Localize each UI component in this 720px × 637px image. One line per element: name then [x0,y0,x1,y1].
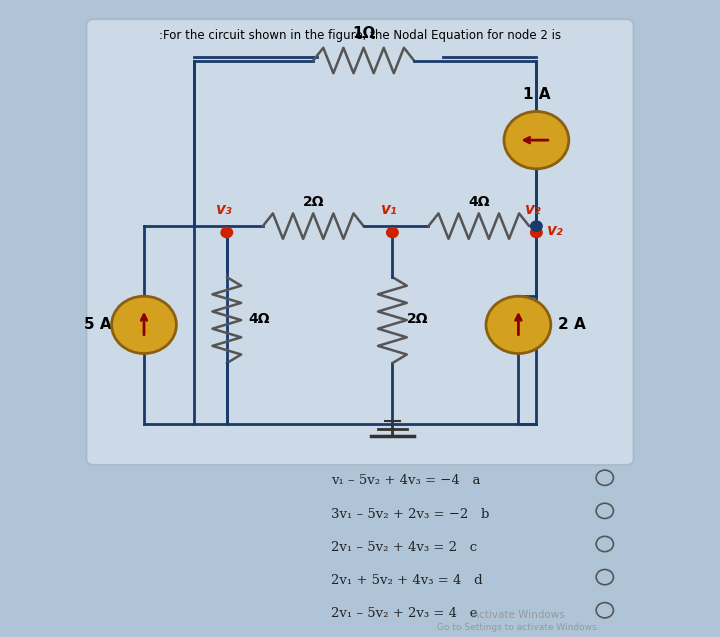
Text: Go to Settings to activate Windows.: Go to Settings to activate Windows. [437,623,600,632]
Circle shape [531,221,542,231]
Text: Activate Windows: Activate Windows [472,610,564,620]
Text: 2 A: 2 A [558,317,586,333]
FancyBboxPatch shape [86,19,634,465]
Circle shape [221,227,233,238]
Text: 2v₁ – 5v₂ + 4v₃ = 2   c: 2v₁ – 5v₂ + 4v₃ = 2 c [331,541,477,554]
Text: v₂: v₂ [524,201,541,217]
Text: 4Ω: 4Ω [468,195,490,209]
Circle shape [504,111,569,169]
Text: 1 A: 1 A [523,87,550,102]
Text: 1Ω: 1Ω [352,26,375,41]
Text: v₂: v₂ [546,223,562,238]
Text: :For the circuit shown in the figure, the Nodal Equation for node 2 is: :For the circuit shown in the figure, th… [159,29,561,41]
Text: v₁: v₁ [380,201,397,217]
Text: 2v₁ – 5v₂ + 2v₃ = 4   e: 2v₁ – 5v₂ + 2v₃ = 4 e [331,607,477,620]
Circle shape [486,296,551,354]
Text: 2Ω: 2Ω [302,195,324,209]
Circle shape [112,296,176,354]
Text: 5 A: 5 A [84,317,112,333]
Text: 4Ω: 4Ω [248,311,270,326]
Text: 3v₁ – 5v₂ + 2v₃ = −2   b: 3v₁ – 5v₂ + 2v₃ = −2 b [331,508,490,520]
Circle shape [387,227,398,238]
Text: v₃: v₃ [215,201,232,217]
Circle shape [531,227,542,238]
Text: v₁ – 5v₂ + 4v₃ = −4   a: v₁ – 5v₂ + 4v₃ = −4 a [331,475,481,487]
Text: 2Ω: 2Ω [407,311,428,326]
Text: 2v₁ + 5v₂ + 4v₃ = 4   d: 2v₁ + 5v₂ + 4v₃ = 4 d [331,574,483,587]
